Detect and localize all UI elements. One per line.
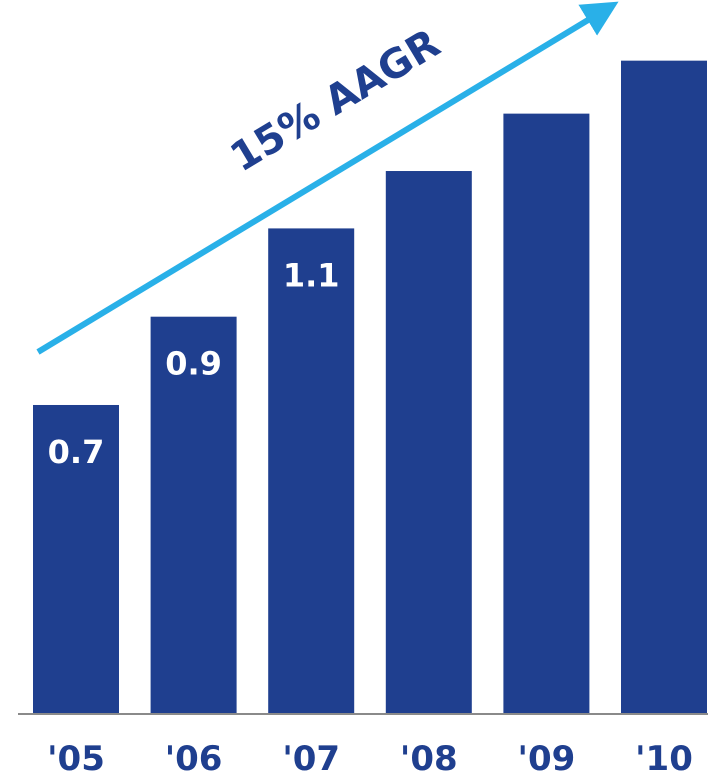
data-label-07: 1.1 xyxy=(283,256,340,294)
data-labels-group: 0.7 0.9 1.1 xyxy=(48,256,340,471)
trend-annotation-label: 15% AAGR xyxy=(223,21,448,182)
x-tick-label-07: '07 xyxy=(282,739,340,779)
x-tick-label-05: '05 xyxy=(47,739,105,779)
data-label-05: 0.7 xyxy=(48,433,105,471)
x-tick-label-08: '08 xyxy=(400,739,458,779)
bar-10 xyxy=(621,60,707,714)
x-tick-label-06: '06 xyxy=(165,739,223,779)
x-tick-label-09: '09 xyxy=(518,739,576,779)
data-label-06: 0.9 xyxy=(165,345,222,383)
bars-group xyxy=(33,60,707,715)
x-tick-labels-group: '05 '06 '07 '08 '09 '10 xyxy=(47,739,693,779)
bar-08 xyxy=(385,171,472,715)
bar-09 xyxy=(503,113,590,714)
x-tick-label-10: '10 xyxy=(635,739,693,779)
bar-05 xyxy=(33,404,119,714)
bar-06 xyxy=(150,316,237,714)
bar-07 xyxy=(268,228,355,714)
trend-arrow xyxy=(36,1,619,355)
